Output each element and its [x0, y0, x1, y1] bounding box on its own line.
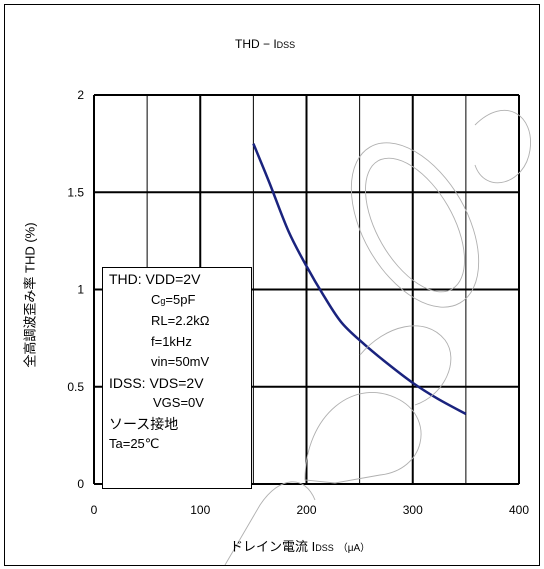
x-axis-unit: （μA） [337, 543, 371, 554]
y-tick-label: 2 [77, 88, 84, 102]
conditions-annotation: THD: VDD=2V Cg=5pF RL=2.2kΩ f=1kHz vin=5… [102, 267, 252, 489]
annotation-ta: Ta=25℃ [109, 436, 160, 451]
x-tick-label: 0 [91, 503, 98, 517]
watermark [224, 109, 531, 565]
annotation-rl: RL=2.2kΩ [151, 313, 210, 328]
chart-title: THD − IDSS [235, 37, 295, 51]
y-tick-label: 0 [77, 477, 84, 491]
annotation-cg: Cg=5pF [109, 290, 251, 312]
x-tick-label: 400 [509, 503, 529, 517]
annotation-cg-c: C [151, 291, 161, 307]
series-line-thd [252, 143, 467, 416]
chart-frame: 0 0.5 1 1.5 2 0 100 200 300 400 THD − IDSS 全高調波歪… [4, 4, 540, 566]
annotation-vin: vin=50mV [151, 354, 210, 369]
y-axis-label: 全高調波歪み率 THD (%) [22, 222, 38, 368]
annotation-cg-sub: g [160, 295, 166, 306]
annotation-cg-value: =5pF [165, 291, 196, 307]
annotation-thd-vdd: THD: VDD=2V [109, 271, 201, 287]
annotation-idss-vds: IDSS: VDS=2V [109, 374, 204, 391]
y-tick-label: 0.5 [67, 380, 84, 394]
chart-title-main: THD − I [235, 37, 277, 51]
chart-title-subscript: DSS [276, 40, 296, 50]
x-tick-label: 100 [190, 503, 210, 517]
annotation-source: ソース接地 [109, 415, 179, 432]
x-axis-label-main: ドレイン電流 I [230, 539, 316, 554]
y-tick-label: 1.5 [67, 185, 84, 199]
chart-svg: 0 0.5 1 1.5 2 0 100 200 300 400 [67, 88, 531, 565]
annotation-vgs: VGS=0V [153, 395, 204, 410]
series-layer [252, 143, 467, 416]
annotation-f: f=1kHz [151, 333, 192, 349]
x-axis-label: ドレイン電流 IDSS （μA） [230, 536, 370, 555]
y-axis-ticks: 0 0.5 1 1.5 2 [67, 88, 84, 491]
y-tick-label: 1 [77, 283, 84, 297]
x-tick-label: 200 [296, 503, 316, 517]
x-tick-label: 300 [403, 503, 423, 517]
x-axis-label-subscript: DSS [315, 543, 334, 553]
x-axis-ticks: 0 100 200 300 400 [91, 503, 530, 517]
